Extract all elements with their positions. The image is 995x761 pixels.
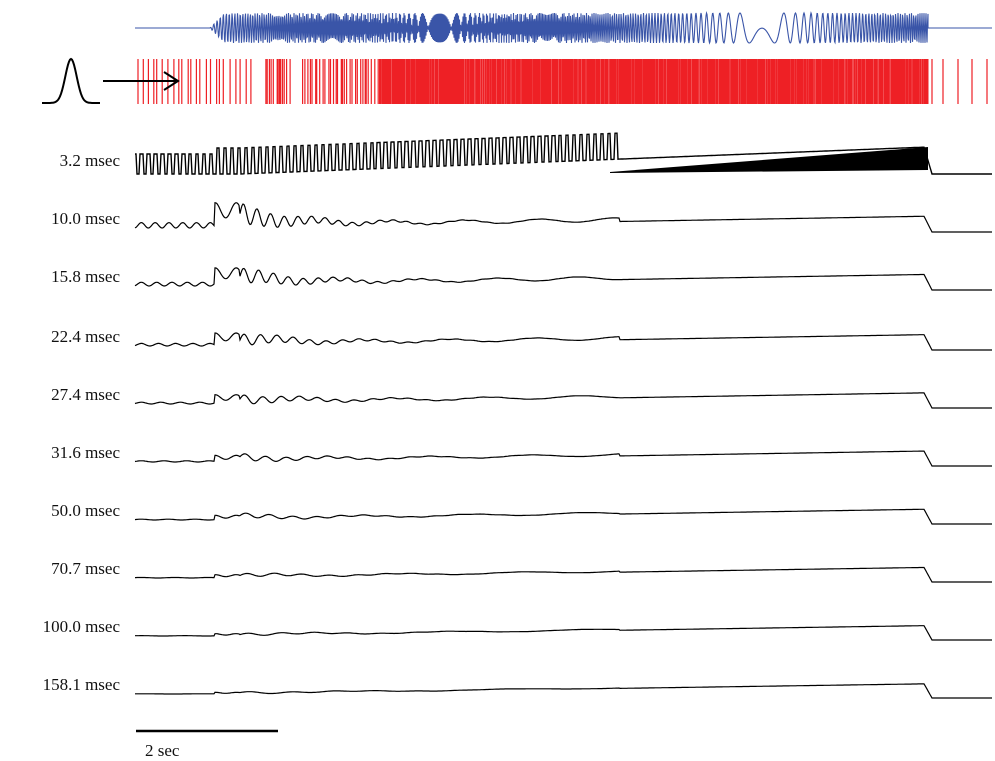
filtered-trace <box>134 508 992 525</box>
chirp-stimulus-trace <box>135 11 992 45</box>
filtered-trace <box>134 392 992 409</box>
trace-label: 100.0 msec <box>43 617 121 636</box>
trace-label: 50.0 msec <box>51 501 120 520</box>
trace-label: 158.1 msec <box>43 675 121 694</box>
trace-label: 22.4 msec <box>51 327 120 346</box>
gaussian-kernel-icon <box>42 57 100 104</box>
trace-label: 10.0 msec <box>51 209 120 228</box>
arrow-icon <box>103 71 180 91</box>
trace-label: 31.6 msec <box>51 443 120 462</box>
filtered-trace <box>135 132 992 175</box>
spike-mark <box>137 59 988 104</box>
trace-label: 27.4 msec <box>51 385 120 404</box>
spike-train-raster <box>137 59 988 104</box>
trace-label: 70.7 msec <box>51 559 120 578</box>
filtered-trace <box>135 683 992 699</box>
filtered-trace <box>134 332 992 351</box>
filtered-traces-group: 3.2 msec 10.0 msec 15.8 msec 22.4 msec 27.4 … <box>43 132 992 699</box>
filtered-trace <box>135 566 992 583</box>
filtered-trace <box>135 625 992 641</box>
dense-response-block <box>610 147 928 173</box>
scale-bar-label: 2 sec <box>145 741 180 760</box>
trace-label: 15.8 msec <box>51 267 120 286</box>
filtered-trace <box>134 267 992 291</box>
trace-label: 3.2 msec <box>60 151 121 170</box>
filtered-trace <box>134 201 992 233</box>
filtered-trace <box>134 450 992 467</box>
